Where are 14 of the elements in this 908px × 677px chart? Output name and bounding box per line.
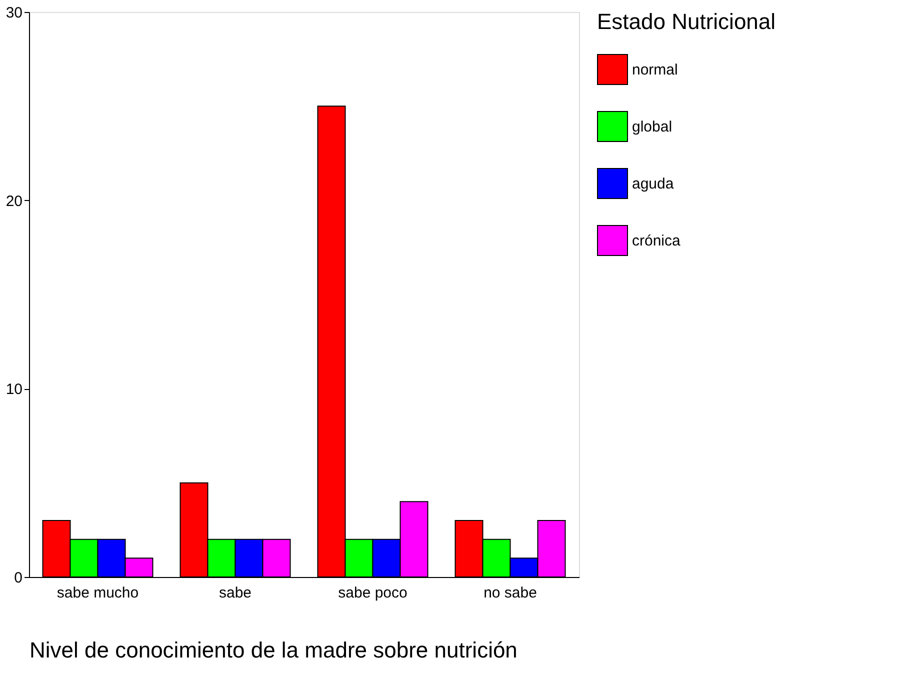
y-tick-label: 20 — [6, 192, 22, 210]
x-tick-label: sabe mucho — [56, 584, 139, 602]
x-tick-label: no sabe — [484, 584, 537, 602]
y-tick-label: 30 — [6, 4, 22, 22]
x-tick-label: sabe poco — [338, 584, 408, 602]
legend-label: crónica — [632, 232, 682, 250]
x-tick-label: sabe — [218, 584, 252, 602]
legend-label: normal — [632, 62, 678, 78]
legend-label: global — [632, 118, 672, 136]
x-axis-title: Nivel de conocimiento de la madre sobre nutrición — [30, 638, 518, 662]
legend-title: Estado Nutricional — [597, 9, 776, 34]
y-tick-label: 0 — [14, 570, 22, 586]
y-tick-label: 10 — [6, 381, 22, 398]
legend-label: aguda — [632, 176, 674, 192]
